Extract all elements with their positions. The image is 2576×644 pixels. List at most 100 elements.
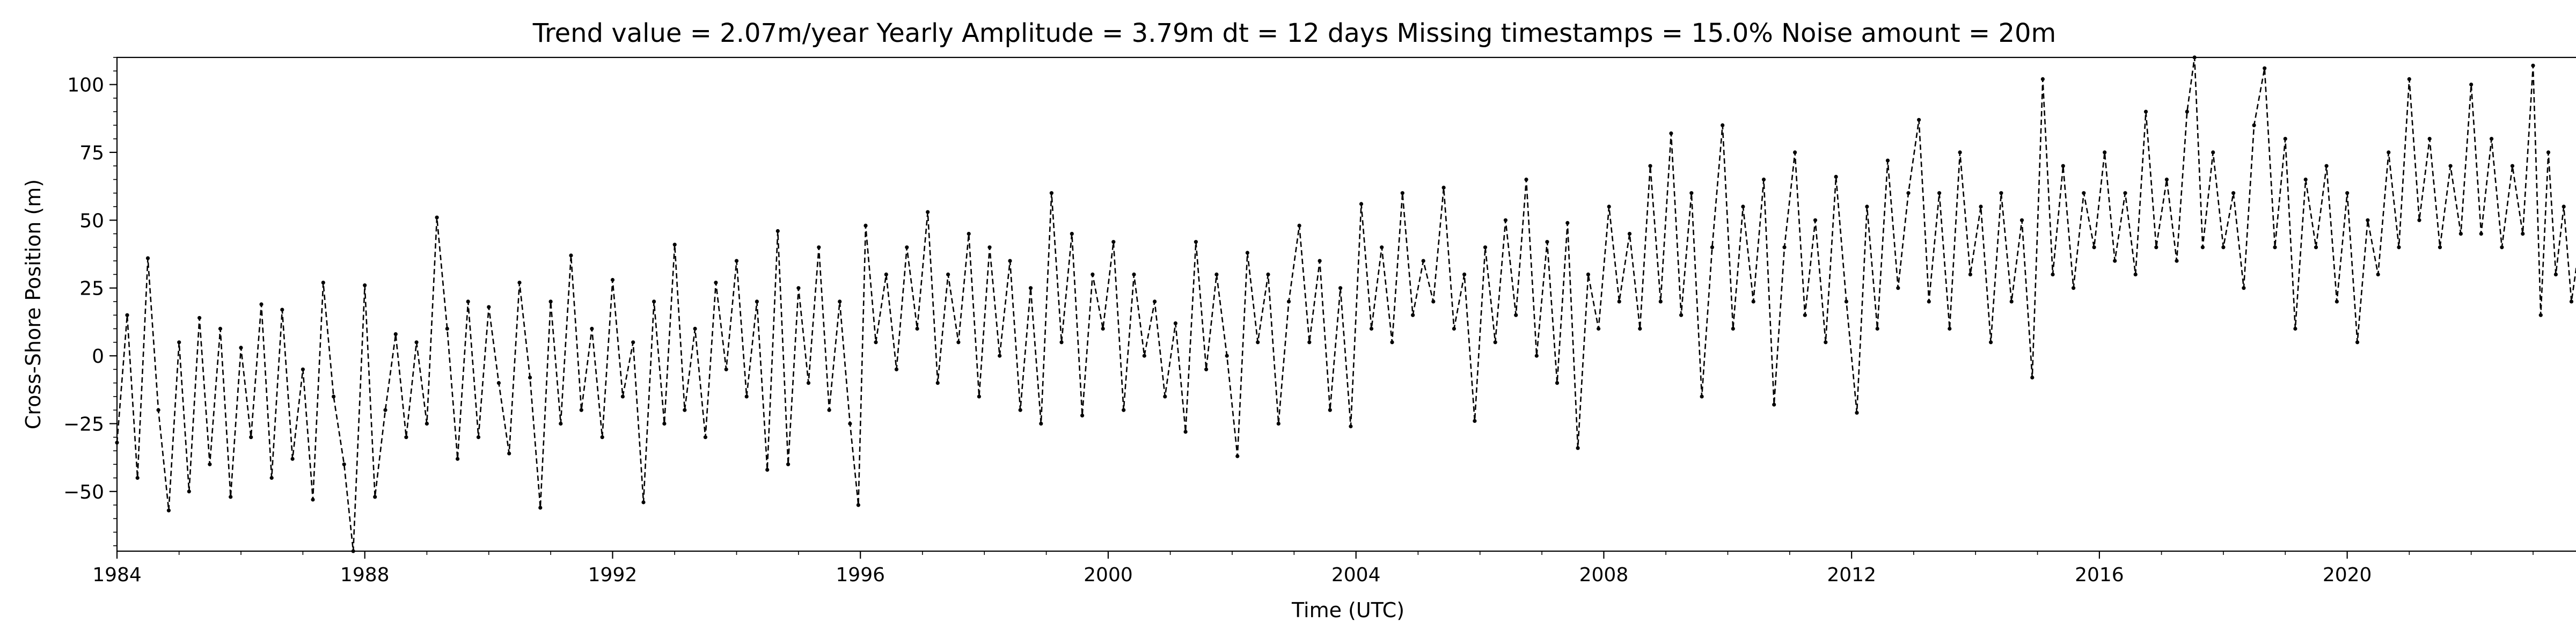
data-point <box>796 286 801 290</box>
data-point <box>1597 326 1601 331</box>
data-point <box>1256 340 1260 345</box>
data-point <box>538 506 543 510</box>
data-point <box>2387 150 2391 155</box>
data-point <box>652 299 656 304</box>
data-point <box>856 503 860 507</box>
data-point <box>1111 240 1116 244</box>
data-point <box>404 435 408 440</box>
data-point <box>2009 299 2014 304</box>
data-point <box>935 381 940 385</box>
data-point <box>2479 232 2483 236</box>
data-point <box>383 408 387 412</box>
data-point <box>1318 259 1322 263</box>
data-point <box>1266 272 1270 276</box>
y-tick-label-100: 100 <box>67 75 104 97</box>
data-point <box>1122 408 1126 412</box>
data-point <box>1359 202 1364 206</box>
data-point <box>775 229 780 233</box>
data-point <box>2263 66 2267 70</box>
data-point <box>1328 408 1332 412</box>
data-point <box>1142 354 1146 358</box>
data-point <box>425 421 429 426</box>
data-point <box>2521 232 2525 236</box>
data-point <box>1380 245 1384 250</box>
data-point <box>2221 245 2226 250</box>
data-point <box>2051 272 2055 276</box>
data-point <box>280 308 284 312</box>
data-point <box>2200 245 2205 250</box>
data-point <box>1307 340 1312 345</box>
data-point <box>1493 340 1497 345</box>
data-point <box>2030 375 2035 380</box>
data-point <box>1761 177 1766 182</box>
data-point <box>1421 259 1425 263</box>
data-point <box>1689 191 1694 195</box>
data-point <box>1441 186 1446 190</box>
data-point <box>1091 272 1095 276</box>
data-point <box>714 281 718 285</box>
data-point <box>487 305 491 309</box>
data-point <box>2211 150 2215 155</box>
data-point <box>1101 326 1105 331</box>
data-point <box>290 457 295 461</box>
data-point <box>2040 77 2045 81</box>
data-point <box>946 272 950 276</box>
data-point <box>1163 394 1167 399</box>
data-point <box>1855 411 1859 415</box>
data-point <box>1607 204 1611 209</box>
data-point <box>1844 299 1848 304</box>
data-point <box>2376 272 2380 276</box>
data-point <box>1214 272 1219 276</box>
data-point <box>2185 109 2189 114</box>
data-point <box>1958 150 1962 155</box>
data-point <box>1885 158 1890 163</box>
data-point <box>414 340 419 345</box>
data-point <box>559 421 563 426</box>
data-point <box>2345 191 2350 195</box>
data-point <box>838 299 842 304</box>
data-point <box>1824 340 1828 345</box>
data-point <box>1059 340 1064 345</box>
data-point <box>2448 164 2453 168</box>
data-point <box>2164 177 2169 182</box>
data-point <box>1565 221 1570 225</box>
data-point <box>166 508 171 513</box>
data-point <box>548 299 553 304</box>
data-point <box>1979 204 1983 209</box>
data-point <box>848 421 852 426</box>
data-point <box>1008 259 1012 263</box>
data-point <box>2562 204 2566 209</box>
data-point <box>1638 326 1642 331</box>
data-point <box>765 467 770 472</box>
data-point <box>894 367 899 371</box>
data-point <box>435 215 439 219</box>
data-point <box>1710 245 1714 250</box>
data-point <box>1245 251 1249 255</box>
data-point <box>590 326 594 331</box>
data-point <box>1731 326 1735 331</box>
data-point <box>1225 354 1229 358</box>
data-point <box>311 497 315 502</box>
x-tick-label-2012: 2012 <box>1827 564 1876 586</box>
data-point <box>641 500 646 504</box>
y-tick-label-25: 25 <box>79 278 104 300</box>
data-point <box>1462 272 1467 276</box>
data-point <box>1286 299 1291 304</box>
data-point <box>517 281 522 285</box>
data-point <box>1782 245 1787 250</box>
data-point <box>2061 164 2065 168</box>
data-point <box>672 243 677 247</box>
data-point <box>1793 150 1797 155</box>
data-point <box>734 259 739 263</box>
data-point <box>1534 354 1539 358</box>
data-point <box>2458 232 2463 236</box>
data-point <box>476 435 481 440</box>
data-point <box>2366 218 2370 222</box>
data-point <box>351 549 355 553</box>
data-point <box>1235 454 1240 458</box>
data-point <box>2082 191 2086 195</box>
data-point <box>2283 137 2287 141</box>
data-point <box>1679 313 1684 317</box>
data-point <box>239 346 243 350</box>
data-point <box>2407 77 2411 81</box>
